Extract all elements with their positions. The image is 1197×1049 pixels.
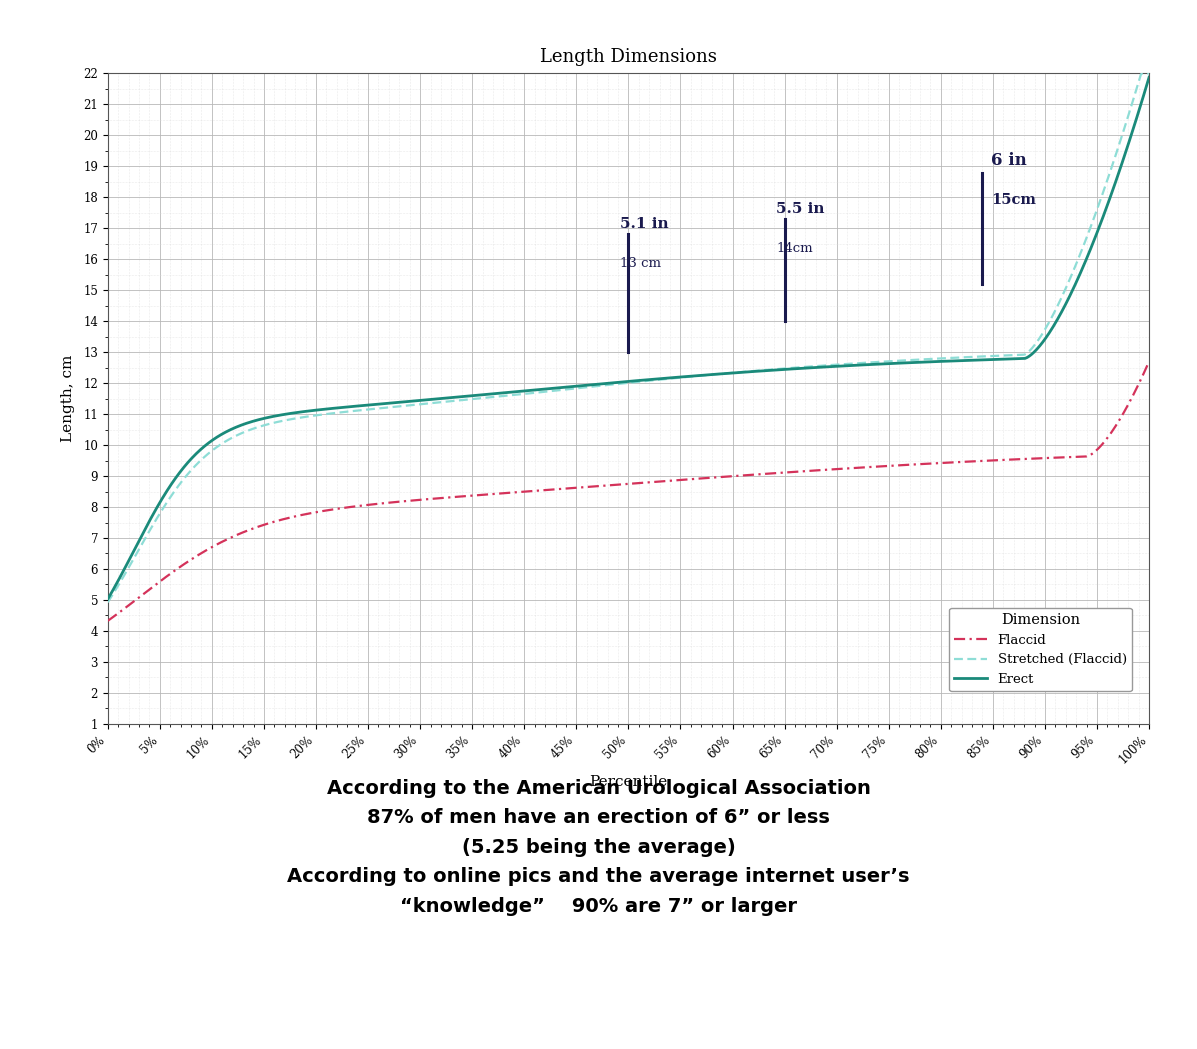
Stretched (Flaccid) [101,596,115,608]
Line: Erect: Erect [108,78,1149,599]
Text: According to the American Urological Association
87% of men have an erection of : According to the American Urological Ass… [287,778,910,916]
Flaccid [101,615,115,627]
Erect [101,593,115,605]
Flaccid [815,464,830,476]
Stretched (Flaccid) [559,383,573,395]
Text: 5.5 in: 5.5 in [777,201,825,216]
Flaccid [559,483,573,495]
Text: 5.1 in: 5.1 in [620,217,669,232]
Erect [815,361,830,373]
Text: 15cm: 15cm [991,193,1035,207]
Text: 13 cm: 13 cm [620,257,661,270]
Flaccid [1142,356,1156,368]
Stretched (Flaccid) [931,352,946,365]
Stretched (Flaccid) [912,354,926,366]
Stretched (Flaccid) [1142,67,1156,80]
Y-axis label: Length, cm: Length, cm [61,355,74,443]
Erect [931,356,946,368]
Legend: Flaccid, Stretched (Flaccid), Erect: Flaccid, Stretched (Flaccid), Erect [949,607,1132,691]
Flaccid [522,485,536,497]
Erect [522,384,536,397]
Erect [1142,71,1156,84]
Flaccid [931,456,946,469]
Erect [207,433,221,446]
Flaccid [912,457,926,470]
X-axis label: Percentile: Percentile [589,775,668,789]
Stretched (Flaccid) [207,443,221,455]
Flaccid [207,539,221,552]
Text: 14cm: 14cm [777,241,813,255]
Line: Stretched (Flaccid): Stretched (Flaccid) [108,73,1149,602]
Line: Flaccid: Flaccid [108,362,1149,621]
Title: Length Dimensions: Length Dimensions [540,48,717,66]
Stretched (Flaccid) [522,387,536,400]
Stretched (Flaccid) [815,360,830,372]
Erect [912,356,926,368]
Text: 6 in: 6 in [991,152,1027,170]
Erect [559,381,573,393]
Stretched (Flaccid) [1135,67,1149,80]
